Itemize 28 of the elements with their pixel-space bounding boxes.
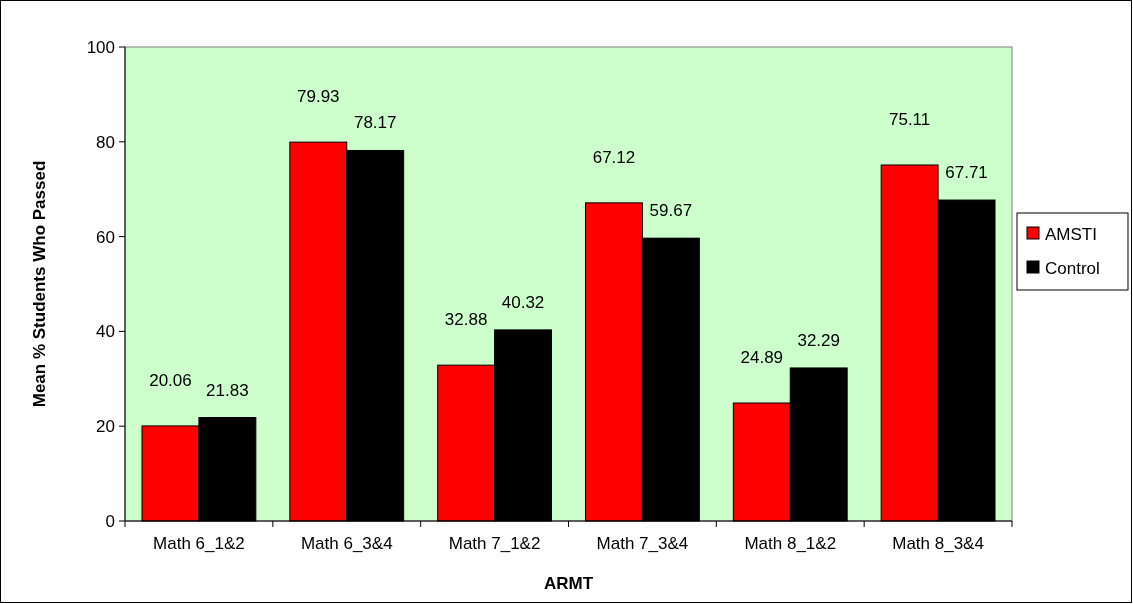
data-label: 32.29: [797, 330, 840, 350]
data-label: 67.71: [945, 163, 988, 183]
y-axis-title: Mean % Students Who Passed: [30, 160, 49, 408]
data-label: 75.11: [888, 109, 931, 129]
y-tick-label: 60: [96, 227, 115, 247]
x-tick-label: Math 7_3&4: [596, 534, 689, 553]
data-label: 32.88: [444, 310, 488, 330]
data-label: 21.83: [206, 380, 249, 400]
y-tick-label: 0: [105, 512, 115, 531]
legend-label: AMSTI: [1045, 225, 1097, 244]
y-tick-label: 20: [96, 417, 115, 437]
x-axis-title: ARMT: [543, 574, 594, 593]
x-tick-label: Math 7_1&2: [448, 534, 541, 553]
legend-label: Control: [1045, 259, 1100, 278]
data-label: 40.32: [501, 292, 545, 312]
y-tick-label: 80: [96, 132, 115, 152]
data-label: 20.06: [149, 370, 192, 390]
x-tick-label: Math 6_3&4: [300, 534, 393, 553]
data-label: 67.12: [592, 147, 636, 167]
x-tick-label: Math 6_1&2: [153, 534, 245, 553]
data-label: 24.89: [740, 348, 784, 368]
x-tick-label: Math 8_3&4: [892, 534, 984, 553]
y-tick-label: 40: [96, 322, 115, 342]
data-label: 79.93: [297, 87, 340, 107]
data-label: 78.17: [353, 113, 397, 133]
x-tick-label: Math 8_1&2: [744, 534, 837, 553]
data-label: 59.67: [649, 201, 693, 221]
y-tick-label: 100: [86, 38, 115, 57]
